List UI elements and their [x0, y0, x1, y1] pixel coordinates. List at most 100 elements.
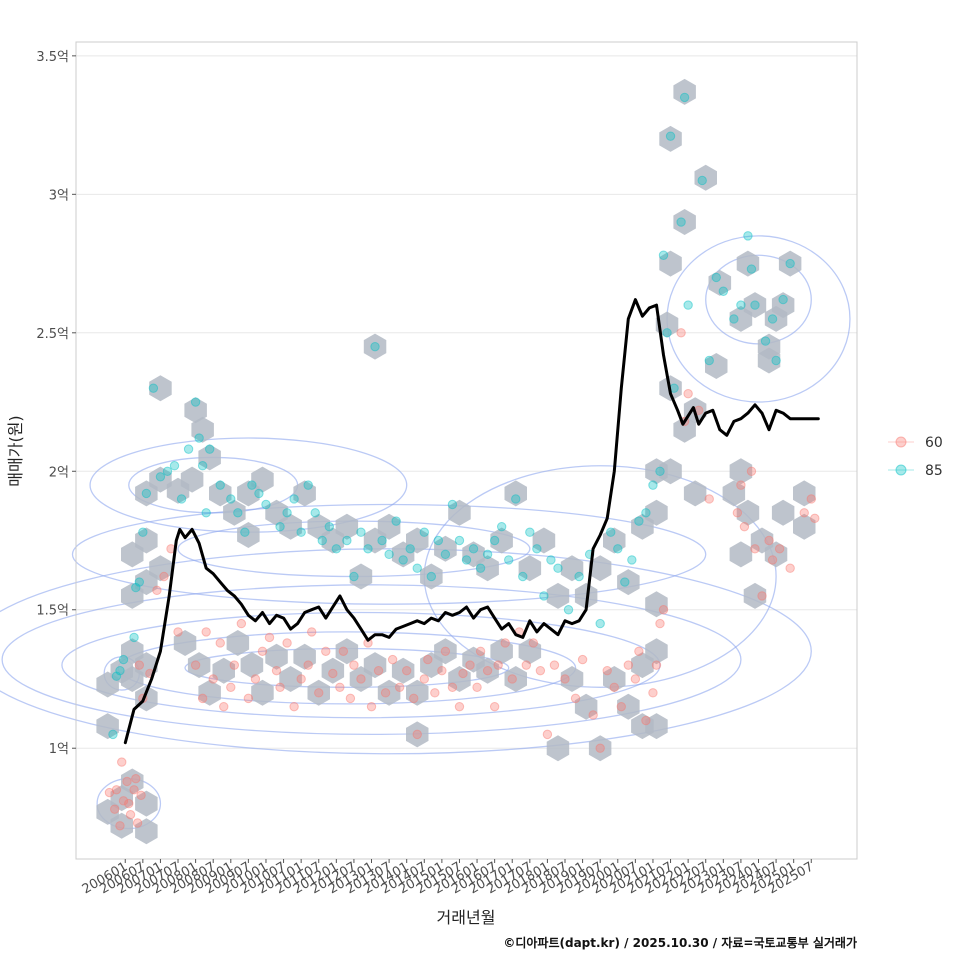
hexbin — [518, 555, 542, 582]
scatter-point-85 — [511, 494, 521, 504]
scatter-point-60 — [412, 729, 422, 740]
scatter-point-85 — [169, 461, 180, 471]
trend-line — [123, 298, 820, 745]
hexbin — [391, 657, 415, 684]
scatter-point-60 — [250, 674, 261, 684]
scatter-point-60 — [475, 646, 486, 656]
scatter-point-85 — [115, 665, 125, 676]
scatter-point-85 — [310, 508, 320, 518]
y-tick-label: 2억 — [49, 465, 69, 480]
scatter-point-60 — [338, 646, 349, 656]
hexbin — [212, 657, 235, 684]
panel-border — [75, 41, 858, 860]
scatter-point-60 — [124, 798, 134, 809]
hexbin — [729, 458, 753, 485]
scatter-point-60 — [465, 660, 475, 670]
scatter-point-85 — [785, 258, 795, 269]
scatter-point-60 — [190, 660, 201, 670]
scatter-point-60 — [356, 674, 366, 684]
hexbin — [518, 638, 542, 665]
scatter-point-85 — [532, 544, 542, 554]
scatter-point-85 — [718, 286, 729, 296]
hexbin — [448, 499, 471, 526]
scatter-point-60 — [219, 701, 229, 712]
hexbin — [683, 480, 707, 507]
hexbin — [191, 416, 214, 443]
scatter-point-60 — [458, 668, 468, 679]
scatter-point-85 — [553, 563, 563, 573]
scatter-point-85 — [282, 508, 292, 518]
scatter-point-60 — [732, 508, 743, 518]
hexbin — [793, 513, 816, 540]
scatter-point-85 — [204, 444, 215, 454]
hexbin — [377, 679, 401, 706]
scatter-point-85 — [162, 466, 173, 476]
scatter-point-85 — [595, 618, 605, 629]
scatter-point-85 — [489, 535, 500, 546]
scatter-point-60 — [243, 693, 254, 704]
scatter-point-85 — [634, 516, 644, 526]
hexbin — [778, 250, 802, 277]
scatter-point-85 — [655, 466, 665, 476]
scatter-point-85 — [303, 480, 313, 490]
scatter-point-85 — [704, 355, 714, 366]
hexbin — [265, 643, 288, 670]
scatter-point-85 — [296, 527, 306, 537]
hexbin — [659, 458, 682, 485]
scatter-point-85 — [405, 544, 415, 554]
legend-label-85: 85 — [925, 463, 943, 479]
hexbin — [237, 522, 260, 548]
scatter-point-60 — [423, 654, 433, 665]
hexbin — [736, 250, 760, 277]
scatter-point-60 — [328, 668, 338, 679]
scatter-point-60 — [655, 618, 665, 629]
scatter-point-85 — [261, 499, 271, 510]
scatter-point-85 — [563, 605, 574, 615]
scatter-point-60 — [125, 809, 136, 820]
hexbin — [645, 499, 668, 526]
scatter-point-85 — [183, 444, 194, 454]
scatter-point-60 — [409, 693, 419, 704]
hexbin — [198, 679, 221, 706]
scatter-point-85 — [613, 544, 623, 554]
hexbin — [603, 527, 626, 554]
legend-key-85 — [895, 464, 907, 476]
scatter-point-85 — [370, 341, 380, 352]
scatter-point-60 — [321, 646, 331, 656]
scatter-point-85 — [433, 535, 444, 546]
scatter-point-60 — [303, 660, 313, 670]
scatter-point-85 — [384, 549, 394, 560]
hexbin — [771, 499, 795, 526]
scatter-point-60 — [616, 701, 626, 712]
y-tick-label: 3.5억 — [36, 50, 69, 65]
y-tick-label: 1억 — [49, 742, 69, 757]
scatter-point-60 — [609, 682, 619, 692]
hexbin — [293, 643, 316, 670]
hexbin — [135, 527, 158, 554]
scatter-point-85 — [197, 461, 208, 471]
scatter-point-85 — [518, 571, 528, 582]
hexbin — [349, 563, 373, 590]
scatter-point-85 — [683, 300, 693, 310]
scatter-point-85 — [679, 92, 690, 103]
hexbin — [363, 652, 387, 679]
scatter-point-85 — [454, 535, 465, 546]
scatter-point-85 — [194, 433, 204, 443]
scatter-point-85 — [398, 555, 408, 565]
scatter-point-85 — [620, 577, 630, 587]
scatter-point-60 — [208, 674, 218, 684]
hexbin — [184, 397, 207, 424]
scatter-point-60 — [542, 729, 553, 740]
scatter-point-60 — [122, 776, 132, 787]
scatter-point-60 — [588, 710, 598, 720]
scatter-point-60 — [271, 665, 282, 676]
scatter-point-60 — [173, 627, 183, 637]
hexbin — [532, 527, 556, 554]
scatter-point-60 — [257, 646, 268, 656]
scatter-point-85 — [377, 535, 387, 546]
scatter-point-85 — [482, 549, 493, 560]
scatter-point-60 — [560, 674, 570, 684]
hexbin — [708, 269, 732, 296]
hexbin — [617, 693, 640, 720]
